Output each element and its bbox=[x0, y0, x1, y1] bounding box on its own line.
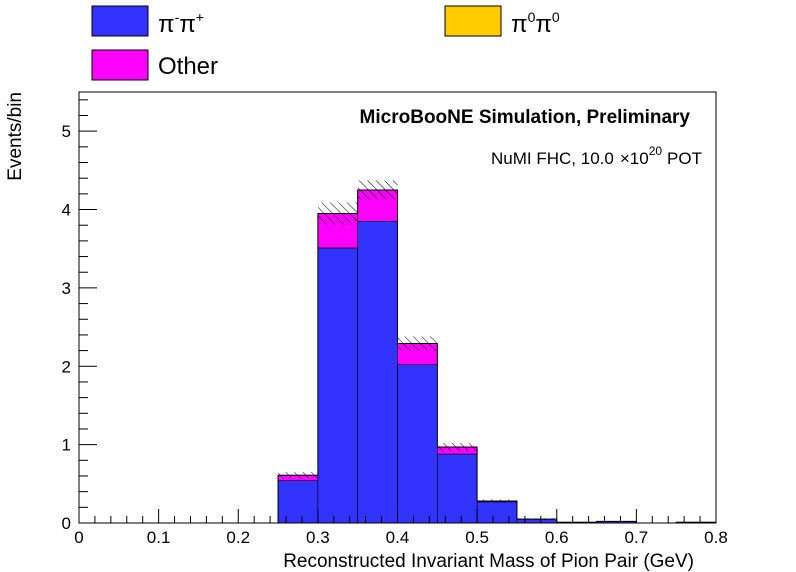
legend: π-π+ π0π0 Other bbox=[91, 5, 560, 81]
x-tick-label: 0.2 bbox=[226, 528, 250, 547]
x-tick-label: 0.3 bbox=[306, 528, 330, 547]
y-tick-label: 1 bbox=[62, 436, 71, 455]
bar-series0-bin0 bbox=[277, 480, 319, 524]
x-tick-label: 0.1 bbox=[147, 528, 171, 547]
x-tick-label: 0.6 bbox=[545, 528, 569, 547]
y-axis-title: Events/bin bbox=[5, 92, 26, 181]
x-tick-label: 0.5 bbox=[465, 528, 489, 547]
legend-label-pi0-pi0: π0π0 bbox=[511, 9, 560, 38]
pot-label: NuMI FHC, 10.0 ×1020 POT bbox=[491, 144, 702, 168]
y-tick-label: 5 bbox=[62, 122, 71, 141]
histogram-bars bbox=[277, 189, 717, 524]
legend-swatch-pi-minus-pi-plus bbox=[91, 5, 149, 37]
bar-series0-bin1 bbox=[317, 247, 358, 524]
y-tick-label: 2 bbox=[62, 357, 71, 376]
y-tick-label: 4 bbox=[62, 201, 71, 220]
x-tick-label: 0.8 bbox=[704, 528, 728, 547]
x-tick-label: 0.4 bbox=[386, 528, 410, 547]
axis-ticks bbox=[78, 99, 717, 524]
x-tick-label: 0.7 bbox=[625, 528, 649, 547]
axis-tick-labels: 0 0.1 0.2 0.3 0.4 0.5 0.6 0.7 0.8 0 1 2 3 4 5 bbox=[62, 122, 728, 547]
y-tick-label: 0 bbox=[62, 514, 71, 533]
bar-series0-bin5 bbox=[476, 501, 518, 524]
bar-series0-bin4 bbox=[437, 453, 478, 524]
legend-swatch-other bbox=[91, 49, 149, 81]
y-tick-label: 3 bbox=[62, 279, 71, 298]
legend-label-pi-minus-pi-plus: π-π+ bbox=[158, 9, 204, 38]
simulation-label: MicroBooNE Simulation, Preliminary bbox=[360, 107, 691, 128]
bar-series0-bin3 bbox=[397, 364, 438, 524]
x-tick-label: 0 bbox=[74, 528, 83, 547]
legend-swatch-pi0-pi0 bbox=[444, 5, 502, 37]
x-axis-title: Reconstructed Invariant Mass of Pion Pai… bbox=[283, 551, 694, 572]
bar-series0-bin2 bbox=[357, 221, 398, 524]
legend-label-other: Other bbox=[158, 53, 218, 80]
